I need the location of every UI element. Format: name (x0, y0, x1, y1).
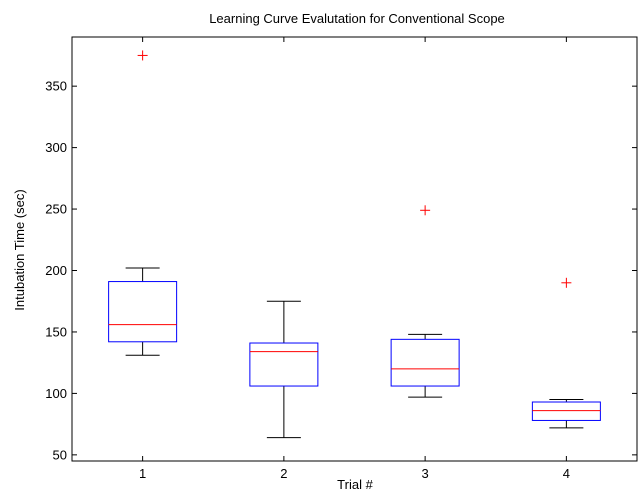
y-axis-label: Intubation Time (sec) (12, 189, 27, 310)
y-tick-label: 100 (45, 386, 67, 401)
box-group-1 (108, 50, 178, 356)
x-tick-label: 3 (422, 466, 429, 481)
box-group-4 (531, 277, 601, 429)
y-tick-label: 50 (53, 447, 67, 462)
y-axis-ticks: 50 100 150 200 250 300 350 (45, 79, 637, 462)
outlier-marker (137, 50, 148, 61)
chart-title: Learning Curve Evalutation for Conventio… (209, 11, 505, 26)
iqr-box (390, 338, 460, 387)
y-tick-label: 250 (45, 202, 67, 217)
y-tick-label: 150 (45, 324, 67, 339)
box-series (108, 50, 601, 439)
iqr-box (108, 281, 178, 343)
y-tick-label: 200 (45, 263, 67, 278)
x-tick-label: 1 (139, 466, 146, 481)
x-tick-label: 4 (563, 466, 570, 481)
x-tick-label: 2 (280, 466, 287, 481)
x-axis-label: Trial # (337, 477, 373, 492)
iqr-box (531, 401, 601, 421)
x-axis-ticks: 1 2 3 4 (139, 37, 570, 481)
outlier-marker (561, 277, 572, 288)
outlier-marker (420, 205, 431, 216)
box-group-2 (249, 300, 319, 439)
plot-area-frame (71, 36, 638, 462)
box-group-3 (390, 205, 460, 398)
y-tick-label: 350 (45, 79, 67, 94)
y-tick-label: 300 (45, 140, 67, 155)
iqr-box (249, 342, 319, 387)
